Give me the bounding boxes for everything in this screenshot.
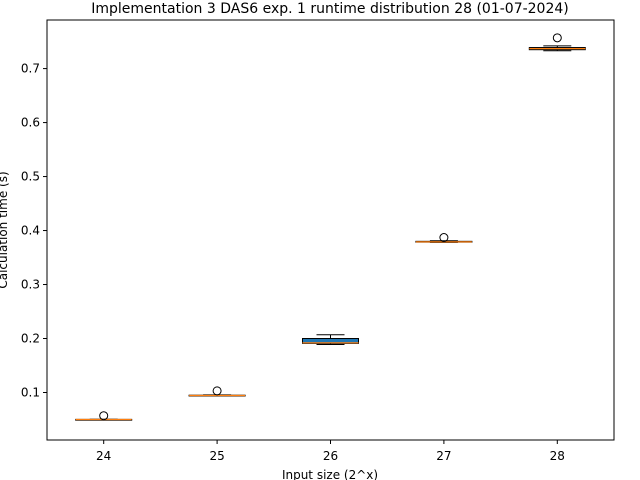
box-27: [415, 233, 473, 243]
x-tick-label: 28: [550, 449, 565, 463]
y-tick-label: 0.6: [21, 116, 40, 130]
outlier-point: [212, 386, 222, 396]
plot-marks: [75, 33, 586, 421]
axes-frame: [46, 19, 615, 441]
x-tick-label: 26: [323, 449, 338, 463]
box-24: [75, 411, 133, 421]
y-tick-label: 0.5: [21, 170, 40, 184]
box-25: [188, 386, 246, 397]
chart-title: Implementation 3 DAS6 exp. 1 runtime dis…: [91, 1, 569, 17]
x-tick-label: 25: [209, 449, 224, 463]
x-axis-ticks: 24 25 26 27 28: [96, 440, 565, 463]
box-28: [528, 33, 586, 52]
x-tick-label: 24: [96, 449, 111, 463]
y-tick-label: 0.7: [21, 62, 40, 76]
y-axis-ticks: 0.1 0.2 0.3 0.4 0.5 0.6 0.7: [21, 62, 47, 399]
outlier-point: [552, 33, 562, 43]
outlier-point: [99, 411, 109, 421]
box-26: [302, 334, 359, 345]
y-tick-label: 0.3: [21, 278, 40, 292]
y-tick-label: 0.2: [21, 332, 40, 346]
y-tick-label: 0.4: [21, 224, 40, 238]
x-tick-label: 27: [436, 449, 451, 463]
y-axis-label: Calculation time (s): [0, 171, 10, 288]
outlier-point: [439, 233, 449, 243]
y-tick-label: 0.1: [21, 385, 40, 399]
x-axis-label: Input size (2^x): [282, 468, 378, 480]
